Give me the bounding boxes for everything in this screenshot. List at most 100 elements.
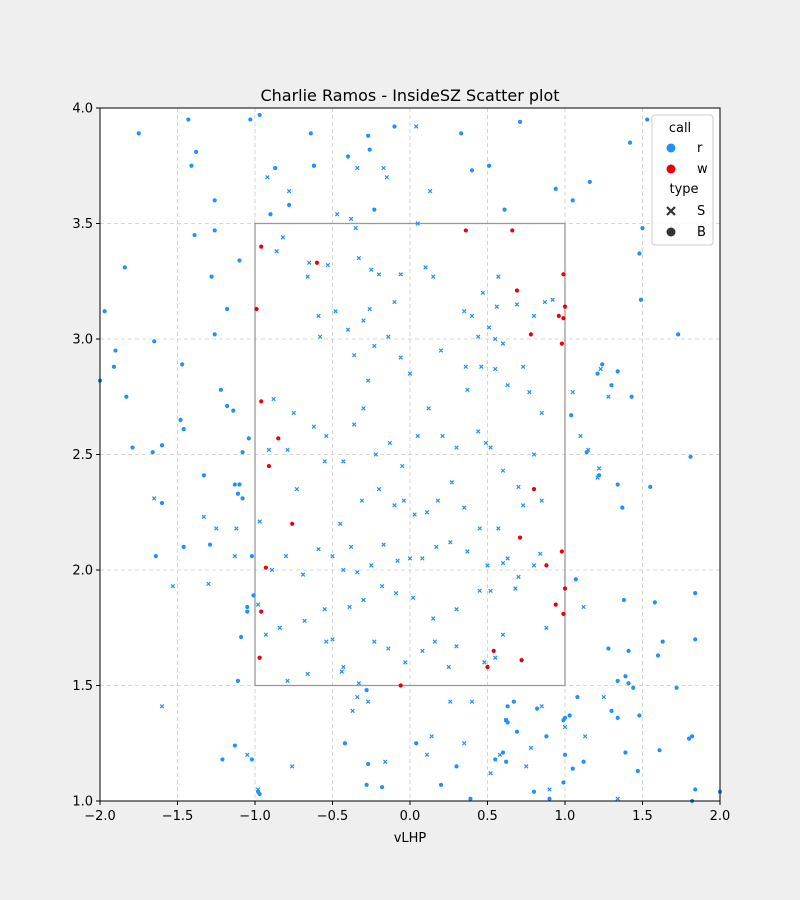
- point-r-s-131: [454, 644, 459, 649]
- point-r-b-40: [152, 339, 157, 344]
- point-r-b-82: [660, 639, 665, 644]
- point-r-b-62: [124, 394, 129, 399]
- point-r-s-152: [152, 496, 157, 501]
- point-r-s-59: [516, 484, 521, 490]
- point-r-b-113: [581, 759, 586, 764]
- point-r-s-27: [351, 352, 357, 358]
- point-r-s-34: [479, 364, 484, 369]
- y-tick-label-2: 2.0: [72, 564, 93, 579]
- point-r-s-5: [353, 225, 358, 231]
- point-r-s-187: [497, 752, 503, 758]
- point-r-s-67: [348, 544, 354, 550]
- point-r-s-46: [361, 406, 366, 411]
- point-r-s-159: [427, 188, 433, 194]
- point-r-s-22: [274, 248, 279, 254]
- point-r-s-149: [170, 583, 176, 589]
- point-r-s-78: [496, 526, 501, 531]
- point-r-b-109: [500, 750, 506, 755]
- point-r-s-83: [269, 567, 275, 573]
- point-r-s-97: [465, 549, 470, 554]
- point-w-b-8: [259, 609, 264, 614]
- point-r-s-101: [531, 563, 537, 568]
- point-w-b-19: [559, 341, 565, 346]
- point-r-s-41: [291, 410, 296, 416]
- point-r-s-6: [376, 272, 382, 277]
- point-r-s-56: [483, 440, 489, 446]
- point-r-s-65: [322, 459, 327, 464]
- point-r-b-4: [212, 198, 217, 203]
- point-r-b-34: [209, 274, 214, 279]
- point-r-s-141: [469, 699, 475, 704]
- x-tick-label-6: 1.0: [555, 809, 576, 824]
- point-r-b-60: [153, 554, 158, 559]
- point-r-b-98: [505, 720, 510, 725]
- point-r-s-104: [302, 618, 307, 624]
- point-r-s-181: [493, 336, 498, 342]
- point-w-b-10: [398, 683, 403, 688]
- point-r-s-119: [263, 632, 269, 637]
- point-r-s-84: [283, 553, 289, 559]
- y-tick-label-0: 1.0: [72, 795, 93, 810]
- point-r-s-54: [465, 387, 470, 393]
- point-r-s-7: [392, 299, 397, 305]
- point-r-s-144: [524, 764, 529, 769]
- point-r-b-110: [504, 759, 509, 764]
- point-w-b-27: [491, 648, 496, 653]
- point-r-s-62: [266, 447, 272, 453]
- point-r-b-67: [615, 369, 620, 374]
- point-r-b-44: [231, 408, 236, 413]
- point-r-b-104: [514, 729, 520, 734]
- point-r-s-49: [400, 463, 405, 469]
- point-w-b-20: [531, 487, 537, 492]
- point-r-b-20: [517, 119, 523, 124]
- point-r-b-70: [569, 413, 574, 418]
- point-r-b-56: [240, 496, 245, 501]
- point-r-b-39: [111, 364, 117, 369]
- point-r-s-87: [330, 553, 335, 559]
- point-r-b-33: [212, 228, 217, 233]
- point-r-s-86: [316, 546, 321, 552]
- point-r-s-136: [289, 764, 295, 769]
- x-axis-label: vLHP: [394, 831, 427, 846]
- point-r-b-53: [232, 482, 237, 487]
- point-r-s-174: [307, 260, 312, 265]
- point-r-s-105: [322, 607, 327, 612]
- point-r-s-167: [598, 366, 603, 372]
- point-r-s-176: [356, 255, 362, 261]
- x-tick-label-1: −1.5: [162, 809, 194, 824]
- point-r-b-41: [180, 362, 185, 367]
- x-tick-label-0: −2.0: [84, 809, 116, 824]
- point-r-b-96: [511, 699, 516, 704]
- point-r-s-96: [448, 540, 453, 545]
- point-r-b-132: [232, 743, 237, 748]
- x-tick-label-3: −0.5: [317, 809, 349, 824]
- strike-zone-box: [254, 222, 566, 687]
- point-r-b-21: [502, 207, 507, 212]
- point-r-b-13: [366, 133, 371, 138]
- point-r-s-117: [513, 586, 518, 591]
- point-w-b-2: [254, 306, 259, 312]
- point-r-b-118: [547, 796, 552, 801]
- point-r-b-58: [207, 542, 213, 547]
- point-r-b-123: [438, 782, 444, 787]
- point-r-s-20: [542, 299, 548, 305]
- x-tick-label-7: 1.5: [632, 809, 653, 824]
- point-r-b-19: [486, 163, 492, 168]
- point-r-b-87: [623, 674, 628, 679]
- point-r-s-39: [539, 410, 544, 416]
- point-r-s-61: [539, 498, 544, 503]
- point-w-b-12: [510, 228, 515, 233]
- point-r-b-95: [505, 704, 510, 709]
- point-r-b-31: [122, 265, 127, 270]
- point-r-s-37: [520, 364, 526, 369]
- point-r-b-43: [225, 403, 230, 409]
- y-tick-label-1: 1.5: [72, 679, 93, 694]
- point-r-s-1: [325, 262, 331, 268]
- point-r-b-101: [567, 713, 572, 718]
- point-r-b-65: [595, 371, 600, 376]
- point-r-b-54: [237, 482, 242, 487]
- point-r-s-189: [547, 787, 552, 792]
- point-w-b-21: [517, 535, 523, 540]
- point-r-s-99: [500, 560, 506, 566]
- point-w-b-22: [559, 549, 565, 554]
